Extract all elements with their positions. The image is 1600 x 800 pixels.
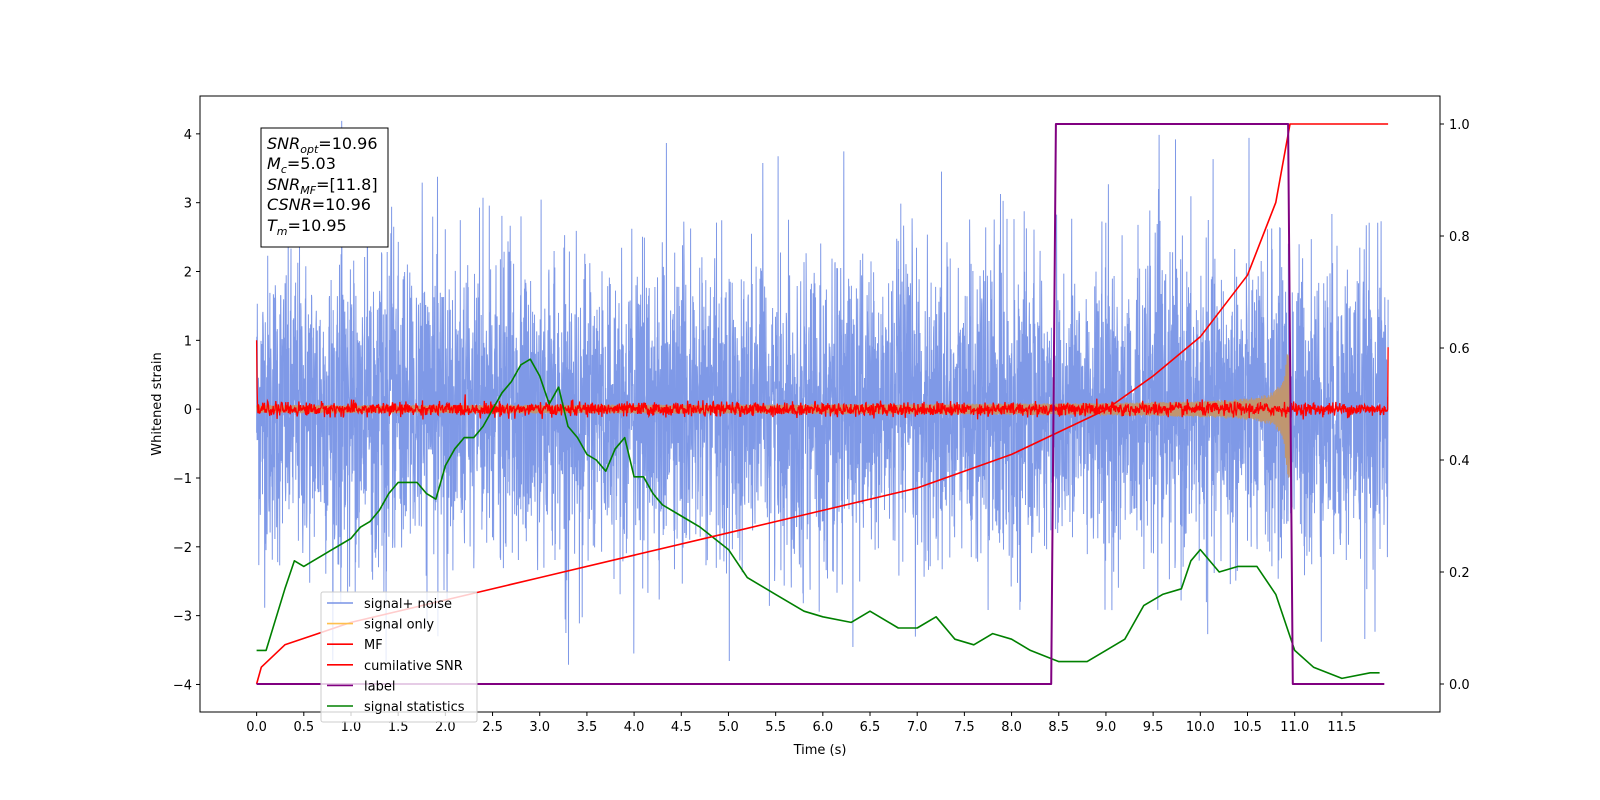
y2-tick-label: 0.2 (1449, 566, 1470, 581)
tm-symbol: T (267, 216, 278, 235)
mc-subscript: c (281, 163, 287, 176)
y2-tick-label: 0.8 (1449, 230, 1470, 245)
x-tick-label: 11.5 (1327, 720, 1356, 735)
snr-mf-subscript: MF (300, 184, 316, 197)
snr-mf-symbol: SNR (267, 175, 300, 194)
y-tick-label: 1 (184, 334, 192, 349)
legend-label: signal+ noise (364, 597, 452, 612)
x-tick-label: 6.0 (812, 720, 833, 735)
y-axis-label: Whitened strain (150, 352, 165, 455)
legend: signal+ noise signal only MF cumilative SNR… (320, 591, 478, 723)
y-tick-label: 0 (184, 403, 192, 418)
x-tick-label: 11.0 (1280, 720, 1309, 735)
x-tick-label: 2.5 (482, 720, 503, 735)
series-layer (255, 120, 1389, 685)
x-tick-label: 6.5 (860, 720, 881, 735)
y2-tick-label: 1.0 (1449, 118, 1470, 133)
x-tick-label: 10.0 (1186, 720, 1215, 735)
plot-frame (199, 95, 1441, 713)
x-tick-label: 0.0 (246, 720, 267, 735)
annotation-mc: Mc=5.03 (267, 154, 336, 176)
snr-opt-subscript: opt (300, 143, 319, 156)
y-tick-label: 4 (184, 128, 192, 143)
x-tick-label: 1.5 (388, 720, 409, 735)
annotation-frame (260, 127, 389, 248)
snr-mf-value: =[11.8] (316, 175, 378, 194)
x-tick-label: 5.0 (718, 720, 739, 735)
tm-subscript: m (277, 225, 288, 238)
y-tick-label: 2 (184, 266, 192, 281)
series-mf (255, 340, 1389, 420)
x-tick-label: 4.0 (624, 720, 645, 735)
y2-axis-ticks: 1.0 0.8 0.6 0.4 0.2 0.0 (1440, 118, 1470, 693)
plot-area (255, 120, 1389, 685)
y-tick-label: −2 (173, 541, 192, 556)
annotation-snr-mf: SNRMF=[11.8] (267, 175, 378, 197)
x-tick-label: 7.0 (907, 720, 928, 735)
x-tick-label: 2.0 (435, 720, 456, 735)
y-tick-label: −3 (173, 610, 192, 625)
legend-frame (320, 591, 478, 723)
y-tick-label: −4 (173, 678, 192, 693)
y-axis-ticks: 4 3 2 1 0 −1 −2 −3 −4 (173, 128, 200, 693)
legend-label: label (364, 679, 395, 694)
x-tick-label: 8.5 (1048, 720, 1069, 735)
annotation-tm: Tm=10.95 (267, 216, 347, 238)
csnr-symbol: CSNR (267, 195, 312, 214)
y2-tick-label: 0.6 (1449, 342, 1470, 357)
annotation-box: SNRopt=10.96 Mc=5.03 SNRMF=[11.8] CSNR=1… (260, 127, 389, 248)
x-tick-label: 9.0 (1096, 720, 1117, 735)
x-tick-label: 5.5 (765, 720, 786, 735)
x-tick-label: 8.0 (1001, 720, 1022, 735)
legend-label: MF (364, 638, 383, 653)
annotation-snr-opt: SNRopt=10.96 (267, 134, 378, 156)
x-axis-label: Time (s) (793, 743, 847, 758)
legend-label: signal statistics (364, 700, 465, 715)
legend-label: signal only (364, 618, 434, 633)
x-tick-label: 3.0 (529, 720, 550, 735)
snr-opt-symbol: SNR (267, 134, 300, 153)
x-tick-label: 10.5 (1233, 720, 1262, 735)
y2-tick-label: 0.0 (1449, 678, 1470, 693)
mc-symbol: M (267, 154, 281, 173)
y-tick-label: 3 (184, 197, 192, 212)
x-tick-label: 3.5 (577, 720, 598, 735)
series-label (256, 123, 1385, 685)
snr-opt-value: =10.96 (318, 134, 377, 153)
annotation-csnr: CSNR=10.96 (267, 195, 371, 214)
x-tick-label: 9.5 (1143, 720, 1164, 735)
y-tick-label: −1 (173, 472, 192, 487)
mc-value: =5.03 (287, 154, 336, 173)
y2-tick-label: 0.4 (1449, 454, 1470, 469)
series-signal-noise (256, 120, 1389, 665)
tm-value: =10.95 (288, 216, 347, 235)
x-axis-ticks: 0.0 0.5 1.0 1.5 2.0 2.5 3.0 3.5 4.0 4.5 5.0 5.5 6.0 6… (246, 712, 1356, 735)
legend-label: cumilative SNR (364, 659, 463, 674)
x-tick-label: 0.5 (293, 720, 314, 735)
x-tick-label: 1.0 (341, 720, 362, 735)
series-signal-statistics (256, 358, 1380, 680)
csnr-value: =10.96 (312, 195, 371, 214)
x-tick-label: 7.5 (954, 720, 975, 735)
x-tick-label: 4.5 (671, 720, 692, 735)
